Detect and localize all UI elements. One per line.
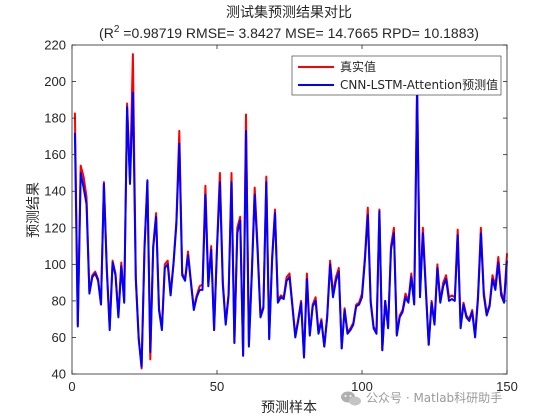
y-tick-label: 100 bbox=[44, 257, 66, 272]
x-axis-label: 预测样本 bbox=[261, 400, 317, 416]
x-tick-label: 150 bbox=[496, 379, 518, 394]
y-tick-label: 160 bbox=[44, 147, 66, 162]
wechat-icon bbox=[341, 391, 361, 406]
series-line-predicted bbox=[73, 89, 508, 368]
y-tick-label: 220 bbox=[44, 38, 66, 53]
legend: 真实值 CNN-LSTM-Attention预测值 bbox=[291, 55, 502, 96]
legend-label-true: 真实值 bbox=[340, 59, 376, 74]
y-tick-label: 80 bbox=[52, 293, 66, 308]
legend-label-predicted: CNN-LSTM-Attention预测值 bbox=[340, 77, 498, 92]
y-tick-label: 60 bbox=[52, 330, 66, 345]
x-tick-label: 50 bbox=[210, 379, 224, 394]
y-tick-label: 120 bbox=[44, 220, 66, 235]
watermark-brand: Matlab科研助手 bbox=[413, 391, 502, 405]
chart-title: 测试集预测结果对比 bbox=[226, 4, 352, 21]
subtitle-superscript: 2 bbox=[114, 24, 120, 35]
x-tick-label: 100 bbox=[351, 379, 373, 394]
subtitle-prefix: (R bbox=[99, 25, 114, 41]
x-axis: 0 50 100 150 bbox=[68, 45, 518, 394]
watermark: 公众号 · Matlab科研助手 bbox=[341, 391, 502, 406]
x-tick-label: 0 bbox=[68, 379, 75, 394]
axes-box bbox=[71, 44, 508, 375]
legend-box bbox=[291, 55, 502, 96]
y-axis: 40 60 80 100 120 140 160 180 200 220 bbox=[44, 38, 507, 382]
chart-subtitle: (R2 =0.98719 RMSE= 3.8427 MSE= 14.7665 R… bbox=[99, 24, 479, 41]
y-tick-label: 180 bbox=[44, 111, 66, 126]
y-axis-label: 预测结果 bbox=[26, 182, 42, 238]
y-tick-label: 40 bbox=[52, 367, 66, 382]
watermark-text: 公众号 · Matlab科研助手 bbox=[366, 391, 502, 405]
y-tick-label: 140 bbox=[44, 184, 66, 199]
y-tick-label: 200 bbox=[44, 74, 66, 89]
subtitle-metrics: =0.98719 RMSE= 3.8427 MSE= 14.7665 RPD= … bbox=[119, 25, 479, 41]
watermark-prefix: 公众号 · bbox=[366, 391, 413, 405]
series-layer bbox=[73, 53, 508, 370]
